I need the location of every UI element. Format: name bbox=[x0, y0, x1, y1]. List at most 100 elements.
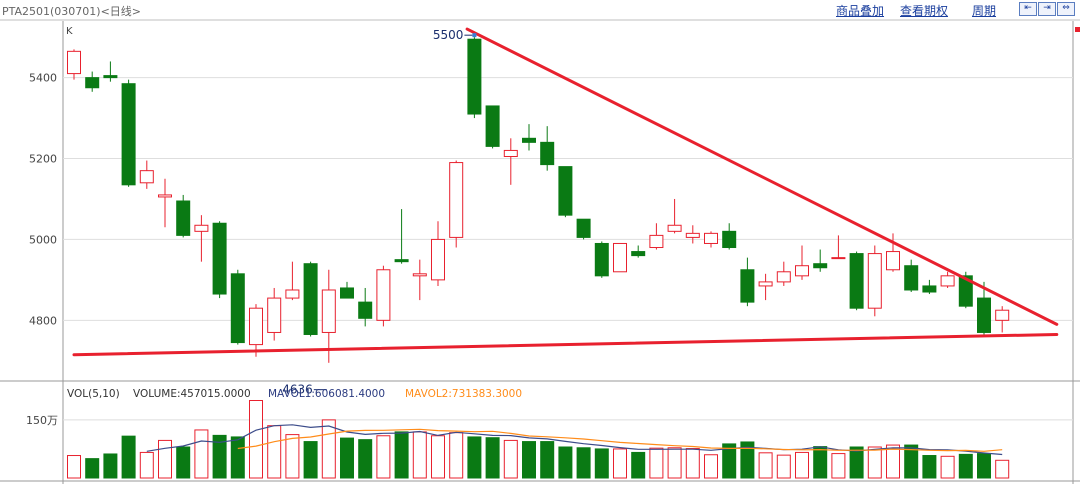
candle bbox=[831, 235, 846, 260]
volume-bar bbox=[431, 435, 445, 479]
candle bbox=[758, 273, 773, 301]
candle-body bbox=[722, 230, 737, 249]
volume-bar bbox=[158, 439, 172, 479]
candle bbox=[249, 304, 263, 357]
candle-body bbox=[158, 194, 172, 198]
candle-body bbox=[103, 75, 118, 79]
volume-bar bbox=[194, 429, 209, 479]
candle-body bbox=[831, 257, 846, 260]
volume-bar bbox=[558, 446, 573, 479]
volume-bar bbox=[776, 454, 791, 479]
candle bbox=[922, 279, 937, 295]
zoom-icon[interactable]: ⇔ bbox=[1057, 2, 1075, 16]
candle-body bbox=[376, 269, 391, 321]
volume-bar bbox=[412, 431, 427, 479]
trendlines bbox=[72, 27, 1059, 357]
volume-bar bbox=[649, 447, 664, 479]
candle bbox=[194, 215, 209, 262]
volume-bar bbox=[904, 444, 919, 479]
candle-body bbox=[394, 259, 409, 263]
marker-icon bbox=[1075, 27, 1080, 32]
candle bbox=[849, 251, 864, 311]
candle bbox=[886, 233, 900, 272]
volume-bar bbox=[267, 425, 282, 479]
volume-bar bbox=[467, 436, 482, 479]
volume-bar bbox=[485, 437, 500, 479]
trendline bbox=[465, 27, 1059, 326]
candle bbox=[358, 287, 373, 327]
volume-bar bbox=[722, 443, 737, 479]
volume-bar bbox=[522, 441, 536, 479]
volume-bar bbox=[67, 455, 81, 479]
volume-bar bbox=[394, 431, 409, 479]
period-link[interactable]: 周期 bbox=[972, 4, 997, 18]
volume-bar bbox=[740, 441, 755, 479]
candle bbox=[67, 49, 81, 80]
candle-body bbox=[558, 166, 573, 216]
candle-body bbox=[485, 105, 500, 147]
volume-bar bbox=[795, 451, 809, 479]
volume-bar bbox=[813, 446, 828, 479]
candle bbox=[412, 259, 427, 301]
candle-body bbox=[321, 289, 336, 333]
volume-bar bbox=[230, 436, 245, 479]
candle bbox=[649, 223, 664, 250]
candle-body bbox=[212, 222, 227, 295]
candle-body bbox=[667, 224, 682, 232]
candle bbox=[230, 269, 245, 345]
price-tick-label: 5000 bbox=[29, 233, 57, 246]
candle bbox=[995, 306, 1010, 333]
volume-bar bbox=[831, 453, 846, 479]
candle-body bbox=[449, 162, 464, 238]
scroll-left-icon[interactable]: ⇤ bbox=[1019, 2, 1037, 16]
candle bbox=[285, 261, 300, 301]
candle bbox=[867, 245, 882, 317]
title-bar: PTA2501(030701)<日线> 商品叠加 查看期权 周期 ⇤ ⇥ ⇔ bbox=[0, 0, 1080, 20]
candle-body bbox=[740, 269, 755, 303]
scroll-right-icon[interactable]: ⇥ bbox=[1038, 2, 1056, 16]
commodity-overlay-link[interactable]: 商品叠加 bbox=[836, 4, 885, 18]
volume-bar bbox=[977, 453, 991, 479]
volume-panel-label: VOL(5,10) bbox=[67, 388, 120, 400]
candle bbox=[704, 231, 718, 248]
volume-bar bbox=[922, 455, 937, 479]
candle bbox=[685, 225, 700, 244]
volume-bar bbox=[758, 452, 773, 479]
volume-tick-label: 150万 bbox=[26, 414, 58, 427]
candle bbox=[813, 249, 828, 272]
candle-body bbox=[358, 301, 373, 319]
volume-bar bbox=[685, 448, 700, 479]
volume-bar bbox=[321, 419, 336, 479]
candle-body bbox=[576, 218, 591, 238]
volume-bar bbox=[303, 441, 318, 479]
volume-bar bbox=[613, 448, 627, 479]
view-options-link[interactable]: 查看期权 bbox=[900, 4, 949, 18]
volume-bar bbox=[449, 432, 464, 479]
price-tick-label: 4800 bbox=[29, 314, 57, 327]
volume-bar bbox=[376, 435, 391, 479]
candle bbox=[940, 271, 955, 288]
candle bbox=[158, 178, 172, 228]
candle bbox=[904, 259, 919, 293]
candle bbox=[394, 209, 409, 264]
volume-bar bbox=[886, 444, 900, 479]
volume-bar bbox=[958, 453, 973, 479]
candle-body bbox=[467, 38, 482, 115]
candle-body bbox=[886, 251, 900, 271]
volume-bar bbox=[285, 434, 300, 479]
candle-body bbox=[230, 273, 245, 344]
candle-body bbox=[922, 285, 937, 293]
volume-bar bbox=[212, 434, 227, 479]
candle bbox=[558, 166, 573, 218]
price-axis: 5400 5200 5000 4800 K bbox=[29, 26, 73, 327]
candle bbox=[522, 124, 536, 151]
candle bbox=[576, 218, 591, 240]
volume-bar bbox=[85, 458, 100, 479]
candle bbox=[340, 281, 354, 299]
trendline bbox=[72, 332, 1059, 357]
volume-bar bbox=[849, 446, 864, 479]
candle bbox=[613, 242, 627, 273]
candle bbox=[85, 71, 100, 92]
candle-body bbox=[176, 200, 191, 236]
